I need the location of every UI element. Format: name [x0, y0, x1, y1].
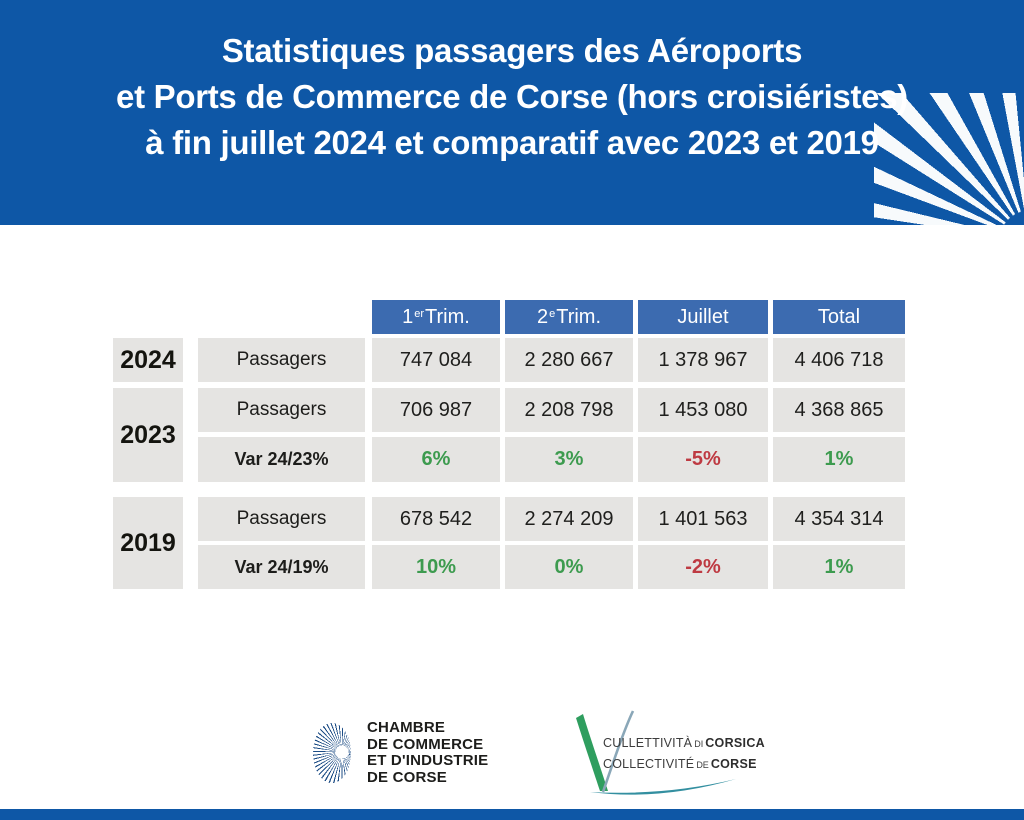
value-cell: 4 354 314 [773, 497, 905, 541]
table-row-var-24-23: Var 24/23% 6% 3% -5% 1% [198, 437, 908, 482]
value-cell: 2 208 798 [505, 388, 633, 432]
cci-fan-icon [313, 723, 351, 783]
year-cell-2023: 2023 [113, 388, 183, 482]
value-cell: 747 084 [372, 338, 500, 382]
year-block-2023: 2023 Passagers 706 987 2 208 798 1 453 0… [113, 388, 908, 482]
header-spacer-label [198, 300, 365, 334]
row-label: Var 24/19% [198, 545, 365, 589]
variation-cell: 10% [372, 545, 500, 589]
value-cell: 2 274 209 [505, 497, 633, 541]
table-row-var-24-19: Var 24/19% 10% 0% -2% 1% [198, 545, 908, 589]
cci-logo: CHAMBRE DE COMMERCE ET D'INDUSTRIE DE CO… [313, 719, 489, 786]
table-row-2019-passagers: Passagers 678 542 2 274 209 1 401 563 4 … [198, 497, 908, 541]
page-title: Statistiques passagers des Aéroports et … [0, 28, 1024, 166]
bottom-bar [0, 809, 1024, 820]
fan-hub-decoration [874, 93, 1024, 225]
column-header-juillet: Juillet [638, 300, 768, 334]
value-cell: 4 406 718 [773, 338, 905, 382]
row-label: Passagers [198, 338, 365, 382]
row-label: Passagers [198, 497, 365, 541]
page-title-line-1: Statistiques passagers des Aéroports [221, 32, 803, 69]
value-cell: 706 987 [372, 388, 500, 432]
value-cell: 4 368 865 [773, 388, 905, 432]
value-cell: 2 280 667 [505, 338, 633, 382]
variation-cell: -2% [638, 545, 768, 589]
year-cell-2024: 2024 [113, 338, 183, 382]
cdc-logo-text: CULLETTIVITÀ DI CORSICA COLLECTIVITÉ DE CORS… [603, 733, 765, 775]
header-banner: Statistiques passagers des Aéroports et … [0, 0, 1024, 225]
row-label: Passagers [198, 388, 365, 432]
cdc-line-corse: COLLECTIVITÉ DE CORSE [603, 757, 757, 771]
value-cell: 1 453 080 [638, 388, 768, 432]
page-title-line-3: à fin juillet 2024 et comparatif avec 20… [145, 124, 879, 161]
variation-cell: 1% [773, 545, 905, 589]
value-cell: 1 401 563 [638, 497, 768, 541]
table-row-2024-passagers: Passagers 747 084 2 280 667 1 378 967 4 … [198, 338, 908, 382]
header-spacer-year [113, 300, 183, 334]
value-cell: 678 542 [372, 497, 500, 541]
year-block-2019: 2019 Passagers 678 542 2 274 209 1 401 5… [113, 497, 908, 589]
variation-cell: -5% [638, 437, 768, 482]
page-title-line-2: et Ports de Commerce de Corse (hors croi… [116, 78, 908, 115]
variation-cell: 3% [505, 437, 633, 482]
cci-fan-notch [335, 745, 349, 759]
cdc-checkmark-icon [576, 710, 736, 795]
cdc-logo: CULLETTIVITÀ DI CORSICA COLLECTIVITÉ DE CORS… [570, 708, 765, 800]
row-label: Var 24/23% [198, 437, 365, 482]
cdc-line-corsica: CULLETTIVITÀ DI CORSICA [603, 736, 765, 750]
cci-logo-text: CHAMBRE DE COMMERCE ET D'INDUSTRIE DE CO… [367, 719, 489, 786]
value-cell: 1 378 967 [638, 338, 768, 382]
column-header-trim1: 1 er Trim. [372, 300, 500, 334]
variation-cell: 0% [505, 545, 633, 589]
table-row-2023-passagers: Passagers 706 987 2 208 798 1 453 080 4 … [198, 388, 908, 432]
year-block-2024: 2024 Passagers 747 084 2 280 667 1 378 9… [113, 338, 908, 382]
variation-cell: 1% [773, 437, 905, 482]
year-cell-2019: 2019 [113, 497, 183, 589]
variation-cell: 6% [372, 437, 500, 482]
column-header-total: Total [773, 300, 905, 334]
